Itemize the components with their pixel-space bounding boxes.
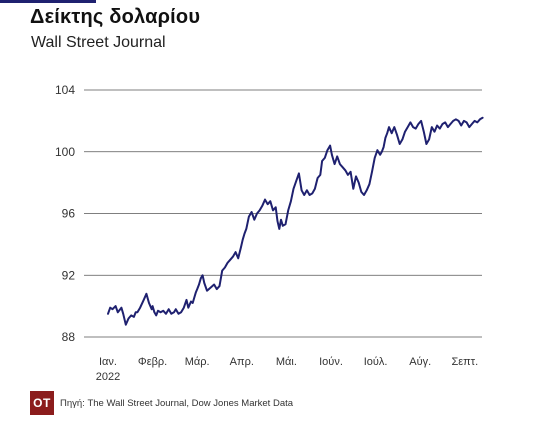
footer: OT Πηγή: The Wall Street Journal, Dow Jo…: [30, 391, 293, 415]
line-chart: 88 92 96 100 104 Ιαν. 2022 Φεβρ. Μάρ. Απρ. Μάι. Ιο…: [55, 83, 484, 383]
x-tick-label: Ιούν.: [319, 356, 343, 368]
publisher-logo: OT: [30, 391, 54, 415]
x-tick-label: Φεβρ.: [138, 356, 167, 368]
x-tick-label: Σεπτ.: [451, 356, 478, 368]
top-accent-rule: [0, 0, 96, 3]
y-tick-labels: 88 92 96 100 104: [55, 83, 75, 344]
x-tick-labels: Ιαν. 2022 Φεβρ. Μάρ. Απρ. Μάι. Ιούν. Ιούλ. Αύγ. Σ…: [96, 356, 478, 383]
x-tick-label: Απρ.: [230, 356, 254, 368]
x-tick-label: Αύγ.: [409, 356, 431, 368]
x-tick-label: 2022: [96, 371, 120, 383]
y-gridlines: [84, 89, 482, 338]
y-tick-label: 88: [62, 330, 76, 344]
y-tick-label: 96: [62, 207, 76, 221]
source-note: Πηγή: The Wall Street Journal, Dow Jones…: [60, 397, 294, 409]
x-tick-label: Μάι.: [276, 356, 297, 368]
chart-subtitle: Wall Street Journal: [31, 34, 166, 51]
y-tick-label: 100: [55, 145, 75, 159]
chart-title: Δείκτης δολαρίου: [30, 6, 201, 28]
dollar-index-line: [107, 116, 484, 326]
x-tick-label: Ιούλ.: [364, 356, 388, 368]
x-tick-label: Μάρ.: [185, 356, 210, 368]
y-tick-label: 104: [55, 83, 75, 97]
x-tick-label: Ιαν.: [99, 356, 117, 368]
y-tick-label: 92: [62, 268, 76, 282]
